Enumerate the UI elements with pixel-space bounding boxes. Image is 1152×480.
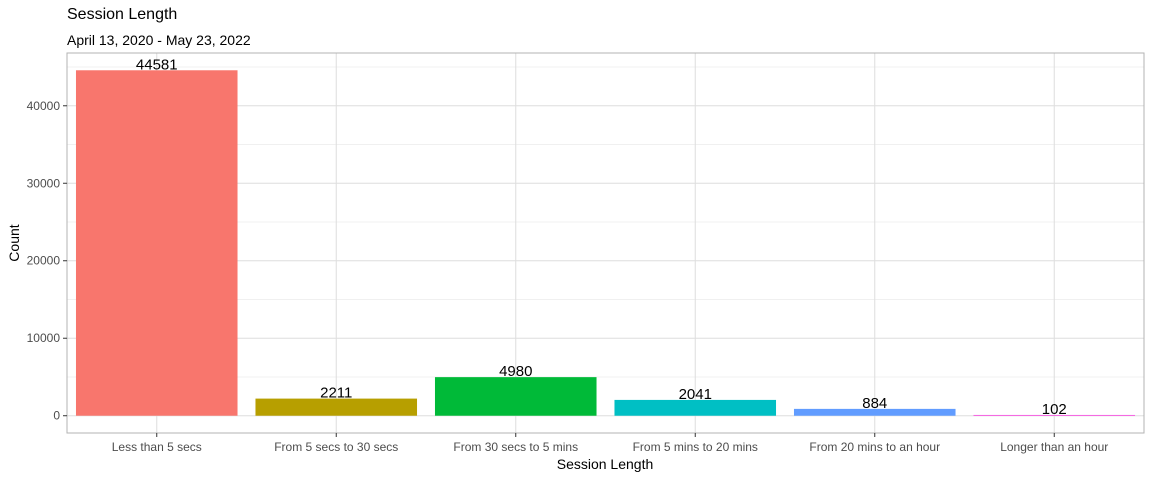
y-tick-label: 20000 <box>27 254 61 268</box>
bar <box>75 70 238 416</box>
bar <box>793 408 956 416</box>
x-tick-label: From 30 secs to 5 mins <box>453 440 578 454</box>
y-tick-label: 10000 <box>27 331 61 345</box>
data-label: 2041 <box>679 386 712 403</box>
bar <box>434 377 597 416</box>
y-tick-label: 0 <box>53 409 60 423</box>
x-tick-label: From 5 secs to 30 secs <box>274 440 398 454</box>
bar <box>614 399 777 416</box>
y-axis-title: Count <box>6 224 22 261</box>
data-label: 44581 <box>136 56 178 73</box>
x-tick-label: From 5 mins to 20 mins <box>633 440 758 454</box>
bars <box>75 70 1136 416</box>
plot-panel-border <box>66 52 1145 434</box>
x-tick-label: From 20 mins to an hour <box>809 440 940 454</box>
x-axis-title: Session Length <box>557 456 654 472</box>
y-tick-label: 40000 <box>27 99 61 113</box>
bar <box>973 414 1136 416</box>
y-tick-label: 30000 <box>27 176 61 190</box>
y-axis-ticks: 0 10000 20000 30000 40000 <box>27 99 67 423</box>
data-label: 102 <box>1042 401 1067 418</box>
data-label: 884 <box>862 395 887 412</box>
data-labels: 44581 2211 4980 2041 884 102 <box>136 56 1067 418</box>
bar <box>255 398 418 416</box>
chart-subtitle: April 13, 2020 - May 23, 2022 <box>67 32 251 48</box>
chart-title: Session Length <box>67 6 178 23</box>
x-tick-label: Less than 5 secs <box>112 440 202 454</box>
x-tick-label: Longer than an hour <box>1000 440 1108 454</box>
data-label: 2211 <box>320 385 352 402</box>
x-axis-ticks: Less than 5 secs From 5 secs to 30 secs Fr… <box>112 433 1108 454</box>
data-label: 4980 <box>499 363 532 380</box>
